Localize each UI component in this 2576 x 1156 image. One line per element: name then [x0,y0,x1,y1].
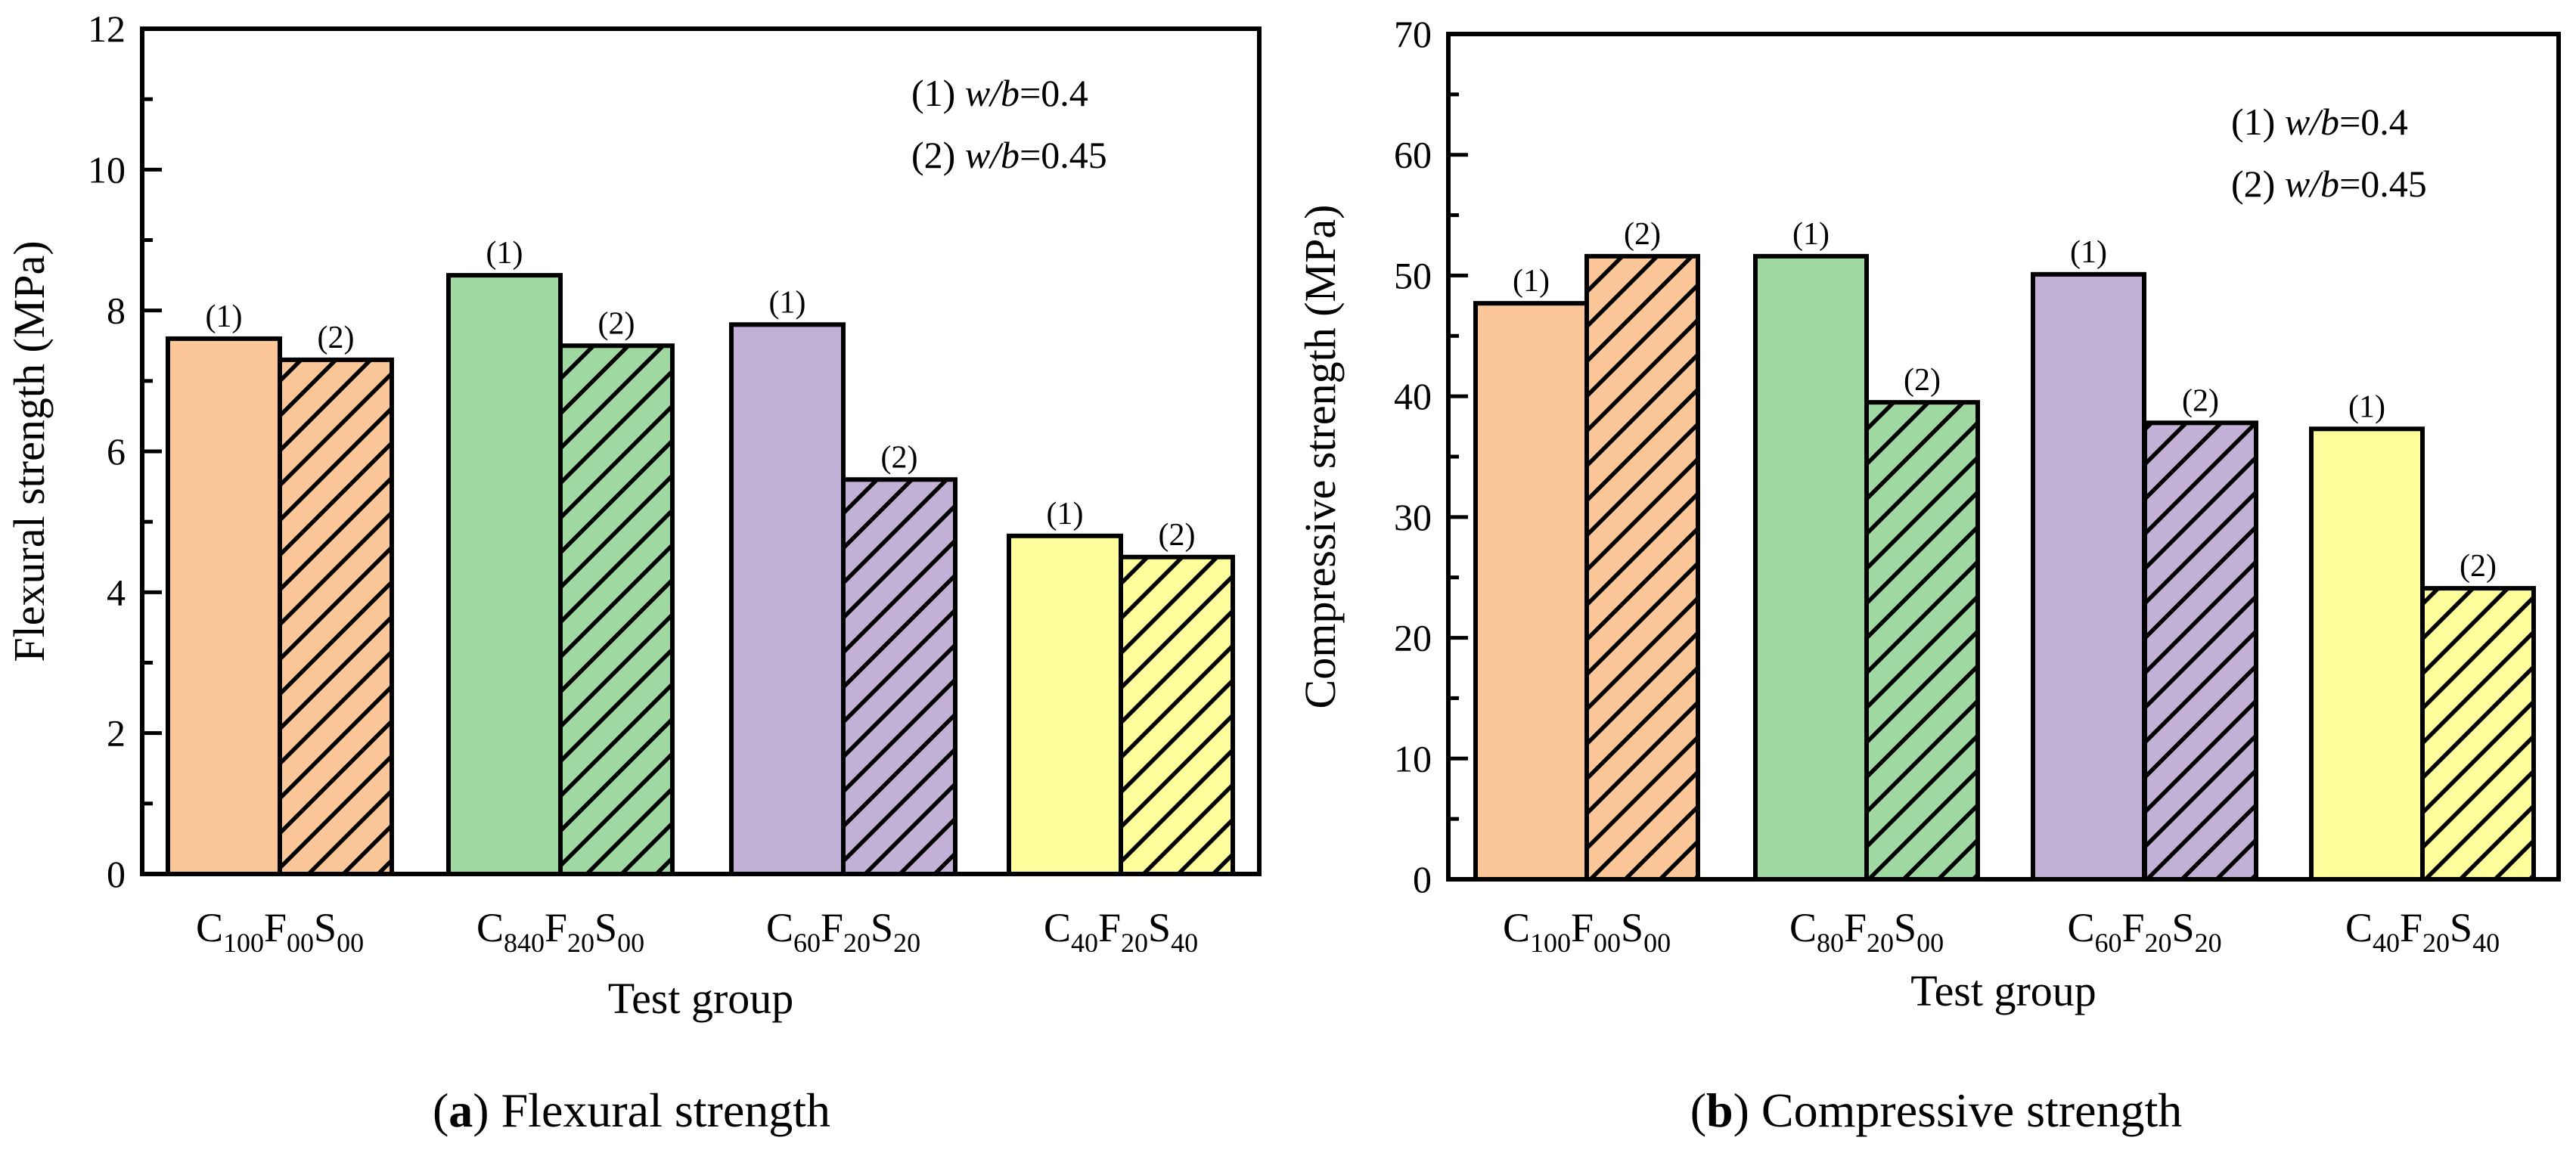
bar-label-b-C100F00S00-s2: (2) [1624,217,1661,252]
xtick-label-a-C40F20S40: C40F20S40 [1044,905,1198,958]
xtick-label-b-C80F20S00: C80F20S00 [1789,905,1944,958]
bar-label-a-C100F00S00-s1: (1) [206,299,243,334]
bar-label-b-C40F20S40-s1: (1) [2348,389,2385,424]
ytick-label-b-20: 20 [1394,617,1432,659]
x-axis-title-b: Test group [1910,966,2096,1015]
bar-label-a-C840F20S00-s2: (2) [598,306,635,341]
bar-label-b-C80F20S00-s1: (1) [1792,217,1830,252]
ytick-label-a-10: 10 [88,148,126,191]
x-axis-title-a: Test group [608,974,794,1023]
xtick-label-b-C40F20S40: C40F20S40 [2345,905,2500,958]
bar-b-C80F20S00-s2 [1864,400,1980,882]
ytick-label-a-2: 2 [107,712,126,755]
bar-a-C840F20S00-s1 [446,273,563,877]
bar-a-C840F20S00-s2 [558,343,675,876]
bar-b-C100F00S00-s1 [1473,301,1589,882]
y-axis-title-b: Compressive strength (MPa) [1296,205,1345,709]
bar-b-C60F20S20-s2 [2143,420,2258,882]
bar-label-a-C100F00S00-s2: (2) [318,321,355,355]
bar-label-b-C100F00S00-s1: (1) [1513,264,1550,299]
ytick-label-a-6: 6 [107,430,126,473]
xtick-label-b-C60F20S20: C60F20S20 [2067,905,2221,958]
bar-b-C80F20S00-s1 [1753,253,1869,882]
panel-b-compressive-strength: (1) (2) (1) (2) (1) (2) (1) (2) 0 10 20 30 40 50 60 70 C… [1296,13,2561,1137]
bar-a-C100F00S00-s1 [166,336,282,876]
xtick-label-a-C100F00S00: C100F00S00 [196,905,364,958]
bar-label-b-C80F20S00-s2: (2) [1904,363,1941,398]
xtick-label-b-C100F00S00: C100F00S00 [1503,905,1671,958]
bar-label-a-C60F20S20-s1: (1) [769,285,806,320]
xtick-label-a-C60F20S20: C60F20S20 [766,905,920,958]
legend-entry-b-2: (2) w/b=0.45 [2231,163,2427,205]
xtick-label-a-C840F20S00: C840F20S00 [476,905,644,958]
ytick-label-b-30: 30 [1394,496,1432,538]
bar-label-a-C840F20S00-s1: (1) [486,236,523,271]
bar-label-b-C60F20S20-s1: (1) [2070,235,2107,270]
legend-entry-a-1: (1) w/b=0.4 [911,72,1088,114]
bar-label-a-C60F20S20-s2: (2) [881,440,918,475]
bar-b-C40F20S40-s2 [2420,586,2536,882]
ytick-label-b-70: 70 [1394,13,1432,55]
ytick-label-b-50: 50 [1394,254,1432,296]
ytick-label-a-0: 0 [107,853,126,895]
ytick-label-b-0: 0 [1413,858,1432,900]
y-axis-title-a: Flexural strength (MPa) [5,240,54,662]
bar-a-C40F20S40-s2 [1119,554,1235,876]
bar-label-a-C40F20S40-s1: (1) [1047,497,1084,532]
bar-a-C60F20S20-s1 [729,322,846,876]
bar-a-C40F20S40-s1 [1007,533,1123,876]
bar-label-a-C40F20S40-s2: (2) [1159,518,1196,553]
legend-entry-a-2: (2) w/b=0.45 [911,134,1107,176]
caption-a: (a) Flexural strength [433,1083,830,1137]
bar-a-C100F00S00-s2 [278,357,394,876]
caption-b: (b) Compressive strength [1690,1083,2183,1137]
ytick-label-a-4: 4 [107,571,126,613]
legend-entry-b-1: (1) w/b=0.4 [2231,101,2408,143]
panel-a-flexural-strength: (1) (2) (1) (2) (1) (2) (1) (2) 0 2 4 6 8 10 12 C100F00… [5,8,1262,1137]
ytick-label-b-60: 60 [1394,134,1432,176]
bar-label-b-C60F20S20-s2: (2) [2182,383,2219,418]
bar-label-b-C40F20S40-s2: (2) [2460,549,2497,584]
bar-b-C40F20S40-s1 [2309,426,2425,882]
bar-a-C60F20S20-s2 [841,477,957,876]
ytick-label-b-40: 40 [1394,375,1432,417]
bar-b-C100F00S00-s2 [1584,253,1700,882]
ytick-label-a-12: 12 [88,8,126,50]
ytick-label-b-10: 10 [1394,737,1432,779]
ytick-label-a-8: 8 [107,290,126,332]
bar-b-C60F20S20-s1 [2031,271,2146,882]
